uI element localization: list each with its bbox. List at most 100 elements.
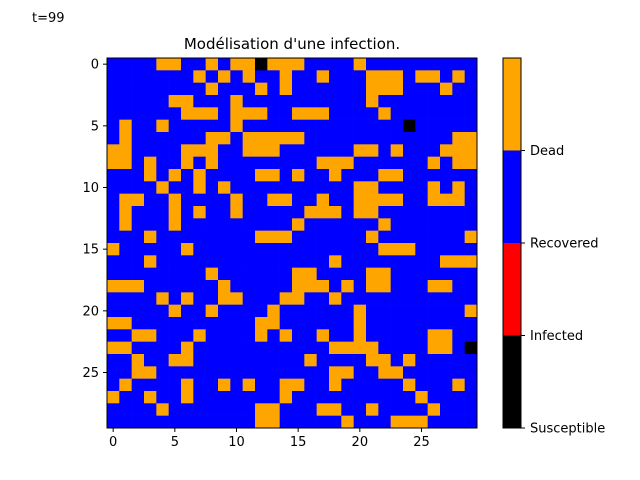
heatmap-cell bbox=[144, 243, 157, 256]
colorbar-band bbox=[503, 58, 521, 151]
heatmap-cell bbox=[292, 354, 305, 367]
heatmap-cell bbox=[415, 58, 428, 71]
heatmap-cell bbox=[218, 378, 231, 392]
heatmap-cell bbox=[452, 341, 465, 355]
heatmap-cell bbox=[427, 58, 441, 71]
heatmap-cell bbox=[267, 107, 280, 120]
heatmap-cell bbox=[390, 415, 404, 429]
heatmap-cell bbox=[316, 218, 330, 231]
heatmap-cell bbox=[403, 169, 416, 182]
heatmap-cell bbox=[218, 58, 231, 71]
heatmap-cell bbox=[230, 280, 243, 293]
heatmap-cell bbox=[403, 230, 416, 244]
heatmap-cell bbox=[341, 415, 354, 429]
heatmap-cell bbox=[131, 230, 145, 244]
heatmap-cell bbox=[193, 107, 206, 120]
heatmap-cell bbox=[292, 341, 305, 355]
heatmap-cell bbox=[230, 181, 243, 194]
heatmap-cell bbox=[193, 206, 206, 219]
heatmap-cell bbox=[156, 415, 169, 429]
heatmap-cell bbox=[144, 119, 157, 133]
heatmap-cell bbox=[255, 70, 268, 83]
heatmap-cell bbox=[242, 119, 256, 133]
heatmap-cell bbox=[353, 415, 367, 429]
heatmap-cell bbox=[353, 181, 367, 194]
heatmap-cell bbox=[390, 243, 404, 256]
heatmap-cell bbox=[464, 267, 478, 281]
heatmap-cell bbox=[168, 107, 182, 120]
heatmap-cell bbox=[230, 354, 243, 367]
heatmap-cell bbox=[316, 95, 330, 108]
heatmap-cell bbox=[390, 366, 404, 379]
heatmap-cell bbox=[415, 304, 428, 318]
heatmap-cell bbox=[316, 391, 330, 404]
heatmap-cell bbox=[464, 156, 478, 170]
y-tick-label: 0 bbox=[91, 58, 99, 73]
heatmap-cell bbox=[119, 280, 132, 293]
heatmap-cell bbox=[292, 403, 305, 416]
heatmap-cell bbox=[181, 280, 194, 293]
heatmap-cell bbox=[156, 169, 169, 182]
heatmap-cell bbox=[292, 304, 305, 318]
heatmap-cell bbox=[316, 415, 330, 429]
heatmap-cell bbox=[403, 95, 416, 108]
heatmap-cell bbox=[366, 255, 379, 268]
heatmap-cell bbox=[168, 230, 182, 244]
heatmap-cell bbox=[329, 58, 342, 71]
heatmap-cell bbox=[267, 119, 280, 133]
heatmap-cell bbox=[353, 193, 367, 207]
heatmap-cell bbox=[193, 193, 206, 207]
heatmap-cell bbox=[107, 280, 120, 293]
heatmap-cell bbox=[156, 193, 169, 207]
heatmap-cell bbox=[255, 391, 268, 404]
heatmap-cell bbox=[168, 378, 182, 392]
heatmap-cell bbox=[255, 354, 268, 367]
heatmap-cell bbox=[230, 218, 243, 231]
heatmap-cell bbox=[353, 58, 367, 71]
heatmap-cell bbox=[230, 144, 243, 157]
y-tick-label: 15 bbox=[82, 243, 99, 258]
heatmap-cell bbox=[230, 341, 243, 355]
heatmap-cell bbox=[427, 193, 441, 207]
heatmap-cell bbox=[218, 329, 231, 342]
heatmap-cell bbox=[415, 391, 428, 404]
heatmap-cell bbox=[292, 292, 305, 305]
heatmap-cell bbox=[205, 119, 219, 133]
heatmap-cell bbox=[415, 378, 428, 392]
heatmap-cell bbox=[230, 329, 243, 342]
heatmap-cell bbox=[119, 70, 132, 83]
heatmap-cell bbox=[193, 144, 206, 157]
heatmap-cell bbox=[440, 230, 453, 244]
heatmap-cell bbox=[279, 181, 293, 194]
heatmap-cell bbox=[440, 280, 453, 293]
heatmap-cell bbox=[181, 181, 194, 194]
heatmap-cell bbox=[329, 403, 342, 416]
heatmap-cell bbox=[218, 243, 231, 256]
heatmap-cell bbox=[304, 193, 317, 207]
heatmap-cell bbox=[341, 119, 354, 133]
heatmap-cell bbox=[267, 95, 280, 108]
heatmap-cell bbox=[292, 218, 305, 231]
heatmap-cell bbox=[427, 280, 441, 293]
heatmap-cell bbox=[168, 317, 182, 330]
heatmap-cell bbox=[366, 366, 379, 379]
heatmap-cell bbox=[168, 391, 182, 404]
heatmap-cell bbox=[452, 82, 465, 96]
heatmap-cell bbox=[452, 415, 465, 429]
heatmap-cell bbox=[242, 366, 256, 379]
heatmap-cell bbox=[304, 366, 317, 379]
heatmap-cell bbox=[156, 107, 169, 120]
heatmap-cell bbox=[329, 329, 342, 342]
heatmap-cell bbox=[366, 132, 379, 145]
heatmap-cell bbox=[242, 255, 256, 268]
heatmap-cell bbox=[218, 366, 231, 379]
heatmap-cell bbox=[390, 206, 404, 219]
heatmap-cell bbox=[353, 144, 367, 157]
heatmap-cell bbox=[452, 329, 465, 342]
heatmap-cell bbox=[415, 317, 428, 330]
heatmap-cell bbox=[107, 181, 120, 194]
heatmap-cell bbox=[366, 95, 379, 108]
heatmap-cell bbox=[415, 95, 428, 108]
heatmap-cell bbox=[403, 107, 416, 120]
heatmap-cell bbox=[218, 267, 231, 281]
